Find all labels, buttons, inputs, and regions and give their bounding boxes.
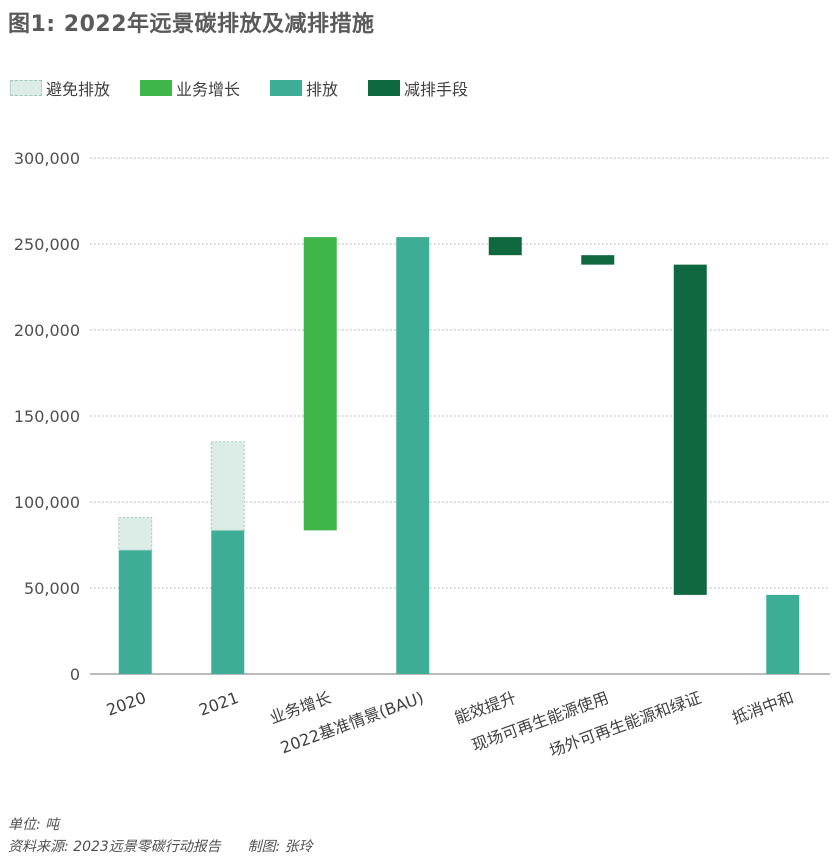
x-tick-label: 2021 [196, 688, 241, 720]
source-text: 资料来源: 2023远景零碳行动报告 [8, 839, 221, 855]
y-tick-label: 200,000 [14, 321, 80, 340]
x-tick-label: 抵消中和 [729, 688, 796, 728]
legend-swatch-avoided [10, 80, 42, 96]
bar-7 [673, 264, 707, 595]
unit-note: 单位: 吨 [8, 817, 60, 833]
author-text: 制图: 张玲 [247, 839, 313, 855]
chart-plot: 0 50,000 100,000 150,000 200,000 250,000 300,0… [14, 149, 830, 761]
legend-swatch-growth [140, 80, 173, 96]
bar-1 [118, 550, 152, 674]
footer: 单位: 吨 资料来源: 2023远景零碳行动报告 制图: 张玲 [8, 814, 313, 858]
legend-label-avoided: 避免排放 [46, 80, 111, 99]
bar-1 [118, 516, 153, 551]
bar-3 [303, 237, 337, 531]
bar-5 [488, 237, 522, 256]
legend-label-emission: 排放 [306, 80, 339, 99]
legend-label-growth: 业务增长 [176, 80, 241, 99]
y-tick-label: 250,000 [14, 235, 80, 254]
legend: 避免排放 业务增长 排放 减排手段 [10, 76, 498, 100]
legend-swatch-emission [270, 80, 303, 96]
x-tick-label: 业务增长 [267, 688, 334, 728]
legend-item-reduction: 减排手段 [368, 76, 468, 100]
y-tick-label: 150,000 [14, 407, 80, 426]
bar-2 [210, 441, 245, 531]
bar-6 [581, 255, 615, 265]
x-tick-label: 场外可再生能源和绿证 [547, 688, 704, 761]
x-tick-label: 能效提升 [452, 688, 519, 728]
bar-2 [211, 530, 245, 674]
y-tick-label: 100,000 [14, 493, 80, 512]
legend-item-emission: 排放 [270, 76, 338, 100]
y-tick-label: 300,000 [14, 149, 80, 168]
x-tick-label: 2020 [104, 688, 149, 720]
bar-8 [766, 594, 800, 674]
y-tick-label: 50,000 [24, 579, 80, 598]
legend-label-reduction: 减排手段 [404, 80, 469, 99]
bar-4 [396, 237, 430, 674]
source-note: 资料来源: 2023远景零碳行动报告 制图: 张玲 [8, 836, 313, 858]
legend-item-avoided: 避免排放 [10, 76, 110, 100]
legend-swatch-reduction [368, 80, 401, 96]
legend-item-growth: 业务增长 [140, 76, 240, 100]
y-tick-label: 0 [70, 665, 80, 684]
chart-title: 图1: 2022年远景碳排放及减排措施 [8, 12, 375, 37]
